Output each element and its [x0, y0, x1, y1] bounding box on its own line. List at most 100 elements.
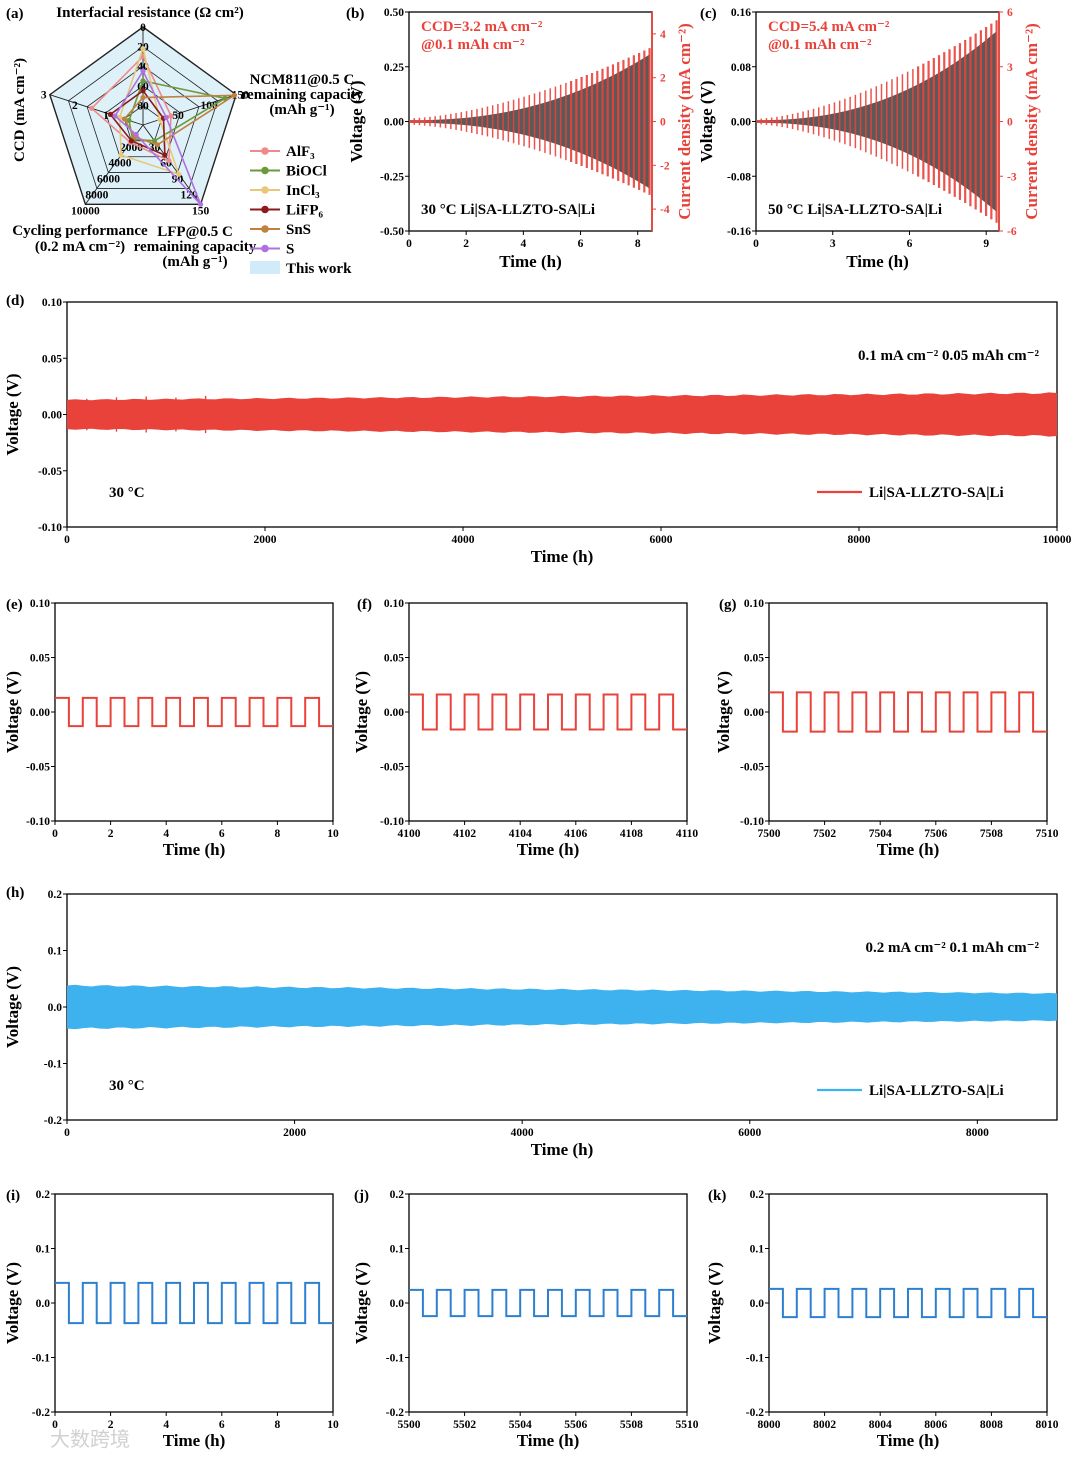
radar-axis-title: remaining capacity: [241, 87, 364, 103]
test-condition: 0.1 mA cm⁻² 0.05 mAh cm⁻²: [858, 348, 1040, 364]
y-tick-label: 0.10: [30, 598, 50, 610]
y-tick-label: -0.1: [746, 1353, 764, 1365]
y-tick-label: 0.00: [42, 410, 62, 422]
x-tick-label: 4000: [511, 1127, 534, 1139]
x-tick-label: 5502: [453, 1419, 476, 1431]
radar-axis-title: (mAh g⁻¹): [162, 254, 227, 270]
radar-point: [140, 68, 146, 74]
y-tick-label: -0.05: [740, 762, 764, 774]
radar-tick-label: 10000: [71, 205, 100, 217]
radar-point: [128, 138, 135, 144]
voltage-band: [67, 392, 1057, 437]
panel-label: (c): [700, 6, 717, 22]
radar-point: [107, 111, 113, 118]
radar-point: [163, 114, 169, 121]
x-tick-label: 8002: [813, 1419, 836, 1431]
y-tick-label: -0.1: [386, 1353, 404, 1365]
y-tick-label: 0.0: [36, 1298, 51, 1310]
y-tick-label: 0.05: [744, 653, 764, 665]
y-tick-label: -0.10: [38, 522, 62, 534]
y-tick-label: -0.1: [32, 1353, 50, 1365]
voltage-trace: [769, 1287, 1047, 1319]
x-tick-label: 2000: [254, 534, 277, 546]
x-axis-label: Time (h): [163, 1431, 226, 1450]
y2-tick-label: 0: [660, 117, 666, 129]
x-tick-label: 5506: [564, 1419, 587, 1431]
radar-point: [121, 116, 127, 122]
panel-label: (e): [6, 597, 23, 613]
legend-marker: [261, 244, 269, 253]
radar-grid-ring: [86, 65, 200, 173]
chart-f: 4100 4102 4104 4106 4108 4110 -0.10 -0.05 0.00 0.…: [352, 597, 698, 859]
y2-tick-label: 2: [660, 73, 666, 85]
y-tick-label: 0.05: [42, 353, 62, 365]
radar-point: [176, 171, 182, 177]
ccd-annotation: CCD=5.4 mA cm⁻²: [768, 19, 890, 35]
x-tick-label: 6: [219, 828, 225, 840]
radar-tick-label: 100: [201, 100, 219, 112]
radar-series-4: [123, 94, 238, 146]
radar-tick-label: 50: [172, 110, 184, 122]
radar-tick-label: 0: [140, 22, 146, 34]
radar-point: [154, 142, 161, 148]
x-tick-label: 4100: [398, 828, 421, 840]
y-tick-label: 0.0: [48, 1002, 63, 1014]
radar-tick-label: 1: [103, 110, 109, 122]
legend-label: Li|SA-LLZTO-SA|Li: [869, 1083, 1004, 1099]
x-tick-label: 6: [219, 1419, 225, 1431]
radar-tick-label: 2: [72, 100, 78, 112]
radar-tick-label: 150: [232, 90, 250, 102]
y-tick-label: -0.2: [44, 1115, 62, 1127]
x-tick-label: 4: [163, 1419, 169, 1431]
y-tick-label: 0.1: [36, 1244, 51, 1256]
voltage-trace: [769, 691, 1047, 733]
panel-label: (h): [6, 885, 24, 901]
x-axis-label: Time (h): [531, 1140, 594, 1159]
radar-point: [140, 94, 146, 101]
radar-axis-title: (mAh g⁻¹): [269, 102, 334, 118]
chart-e: 0 2 4 6 8 10 -0.10 -0.05 0.00 0.05 0.10 Time (h) Vol…: [3, 597, 339, 859]
y2-tick-label: 3: [1007, 62, 1013, 74]
x-tick-label: 2000: [283, 1127, 306, 1139]
radar-tick-label: 4000: [108, 158, 131, 170]
y-axis-label: Voltage (V): [352, 671, 371, 753]
x-tick-label: 6: [907, 238, 913, 250]
radar-point: [166, 158, 172, 164]
y-tick-label: 0.00: [384, 117, 404, 129]
x-tick-label: 6000: [738, 1127, 761, 1139]
panel-label: (j): [354, 1188, 369, 1204]
y-axis-label: Voltage (V): [705, 1262, 724, 1344]
x-tick-label: 0: [52, 1419, 58, 1431]
y2-tick-label: 0: [1007, 117, 1013, 129]
x-tick-label: 7502: [813, 828, 836, 840]
y-tick-label: 0.50: [384, 7, 404, 19]
y-tick-label: -0.05: [26, 762, 50, 774]
y-tick-label: 0.00: [30, 707, 50, 719]
y-axis-label: Voltage (V): [697, 81, 716, 163]
x-tick-label: 5510: [676, 1419, 699, 1431]
voltage-band: [67, 984, 1057, 1030]
panel-label: (d): [6, 293, 24, 309]
x-tick-label: 3: [830, 238, 836, 250]
radar-axis-title: Cycling performance: [12, 223, 148, 239]
x-tick-label: 10: [327, 828, 339, 840]
x-tick-label: 8010: [1036, 1419, 1059, 1431]
y-axis-label: Voltage (V): [714, 671, 733, 753]
y-tick-label: -0.16: [727, 226, 751, 238]
y-tick-label: 0.1: [750, 1244, 765, 1256]
cell-annotation: 30 °C Li|SA-LLZTO-SA|Li: [421, 202, 595, 218]
x-axis-label: Time (h): [531, 547, 594, 566]
y-tick-label: 0.00: [731, 117, 751, 129]
radar-series-5: [114, 69, 202, 205]
x-tick-label: 5504: [509, 1419, 532, 1431]
y-tick-label: 0.10: [42, 297, 62, 309]
y-tick-label: 0.16: [731, 7, 751, 19]
y-tick-label: 0.2: [390, 1189, 405, 1201]
x-tick-label: 7510: [1036, 828, 1059, 840]
radar-tick-label: 2000: [120, 142, 143, 154]
y-tick-label: 0.00: [744, 707, 764, 719]
radar-axis-title: (0.2 mA cm⁻²): [35, 239, 125, 255]
legend-label: SnS: [286, 222, 311, 238]
radar-series-0: [90, 55, 172, 162]
y2-tick-label: 6: [1007, 7, 1013, 19]
